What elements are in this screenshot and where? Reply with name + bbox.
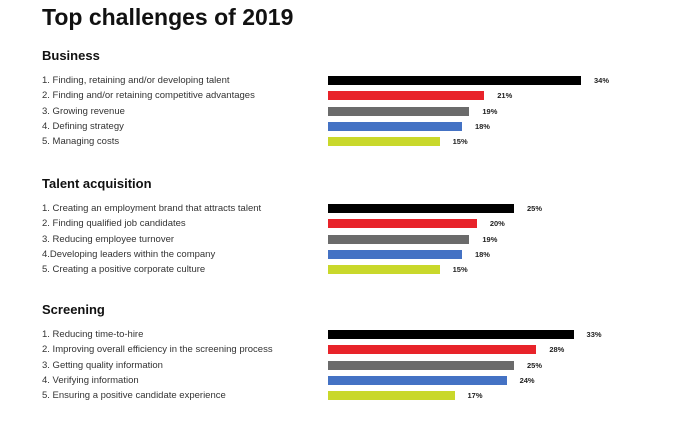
- page-title: Top challenges of 2019: [42, 4, 294, 30]
- bar: [328, 76, 581, 85]
- bar: [328, 249, 462, 259]
- bar-value-label: 17%: [467, 391, 483, 401]
- bar-value-label: 15%: [452, 137, 468, 147]
- bar-row: 2. Finding and/or retaining competitive …: [0, 88, 700, 103]
- bar-label: 3. Reducing employee turnover: [42, 233, 175, 245]
- bar-label: 4.Developing leaders within the company: [42, 248, 216, 260]
- bar-label: 1. Finding, retaining and/or developing …: [42, 75, 230, 86]
- bar-value-label: 18%: [474, 121, 490, 131]
- bar-row: 3. Reducing employee turnover 19%: [0, 232, 700, 247]
- group-title: Talent acquisition: [42, 176, 152, 191]
- bar-label: 1. Creating an employment brand that att…: [42, 203, 262, 214]
- bar-row: 2. Improving overall efficiency in the s…: [0, 342, 700, 357]
- bar-label: 5. Ensuring a positive candidate experie…: [42, 390, 226, 402]
- bar: [328, 106, 470, 116]
- bar-value-label: 15%: [452, 265, 468, 275]
- group-title: Business: [42, 48, 100, 63]
- bar-label: 3. Growing revenue: [42, 105, 125, 117]
- bar-value-label: 18%: [474, 249, 490, 259]
- bar-row: 5. Managing costs 15%: [0, 134, 700, 149]
- bar-value-label: 25%: [527, 360, 543, 370]
- bar-label: 5. Managing costs: [42, 136, 120, 148]
- bar-row: 3. Getting quality information 25%: [0, 358, 700, 373]
- bar-row: 1. Creating an employment brand that att…: [0, 201, 700, 216]
- bar-row: 3. Growing revenue 19%: [0, 104, 700, 119]
- bar: [328, 265, 440, 275]
- bar-label: 2. Improving overall efficiency in the s…: [42, 344, 273, 356]
- bar-row: 2. Finding qualified job candidates 20%: [0, 216, 700, 231]
- bar-value-label: 24%: [519, 375, 535, 385]
- bar-label: 1. Reducing time-to-hire: [42, 329, 144, 340]
- bar-value-label: 28%: [549, 345, 565, 355]
- bar-row: 4.Developing leaders within the company 1…: [0, 247, 700, 262]
- bar-value-label: 33%: [586, 330, 602, 339]
- bar: [328, 391, 455, 401]
- bar: [328, 375, 507, 385]
- bar: [328, 204, 515, 213]
- bar-row: 5. Ensuring a positive candidate experie…: [0, 388, 700, 403]
- bar-row: 4. Defining strategy 18%: [0, 119, 700, 134]
- bar: [328, 360, 515, 370]
- bar: [328, 345, 537, 355]
- bar-value-label: 20%: [489, 219, 505, 229]
- bar-value-label: 34%: [594, 76, 610, 85]
- bar-label: 4. Defining strategy: [42, 120, 124, 132]
- bar-row: 5. Creating a positive corporate culture…: [0, 262, 700, 277]
- bar-value-label: 21%: [497, 91, 513, 101]
- bar: [328, 137, 440, 147]
- bar-row: 1. Finding, retaining and/or developing …: [0, 73, 700, 88]
- bar-value-label: 19%: [482, 234, 498, 244]
- bar: [328, 330, 574, 339]
- bar: [328, 91, 485, 101]
- bar-value-label: 25%: [527, 204, 543, 213]
- bar: [328, 121, 462, 131]
- bar-label: 2. Finding and/or retaining competitive …: [42, 90, 255, 102]
- bar-label: 2. Finding qualified job candidates: [42, 218, 186, 230]
- bar-value-label: 19%: [482, 106, 498, 116]
- group-title: Screening: [42, 302, 105, 317]
- bar-label: 5. Creating a positive corporate culture: [42, 264, 206, 276]
- bar: [328, 234, 470, 244]
- bar-row: 4. Verifying information 24%: [0, 373, 700, 388]
- bar-row: 1. Reducing time-to-hire 33%: [0, 327, 700, 342]
- bar: [328, 219, 477, 229]
- bar-label: 4. Verifying information: [42, 374, 139, 386]
- bar-label: 3. Getting quality information: [42, 359, 163, 371]
